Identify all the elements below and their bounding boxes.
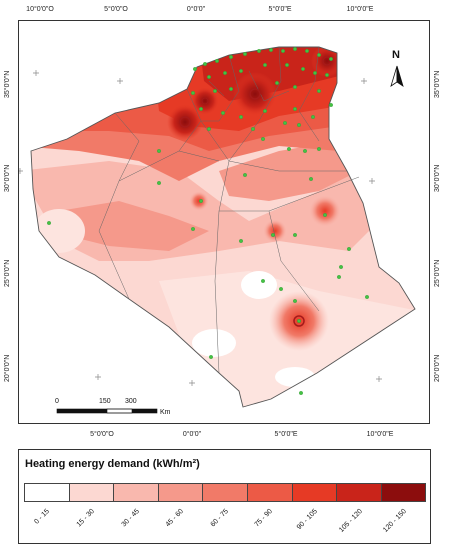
legend-swatch-label: 90 - 105: [295, 508, 319, 532]
legend-swatch-label: 60 - 75: [209, 508, 230, 529]
bottom-longitude-label: 5°0'0"O: [90, 431, 114, 438]
right-latitude-label: 35°0'0"N: [434, 70, 441, 98]
scale-tick-label: 150: [99, 398, 111, 405]
legend-swatch: [68, 483, 115, 502]
right-latitude-label: 20°0'0"N: [434, 354, 441, 382]
legend-swatch-label: 15 - 30: [75, 508, 96, 529]
scale-tick-label: 0: [55, 398, 59, 405]
hotspot-rings: [179, 56, 332, 327]
legend-swatch-label: 30 - 45: [120, 508, 141, 529]
legend-title: Heating energy demand (kWh/m²): [25, 458, 200, 470]
legend-swatch: [336, 483, 382, 502]
top-longitude-label: 10°0'0"O: [26, 6, 54, 13]
legend-swatch-label: 45 - 60: [164, 508, 186, 529]
left-latitude-label: 30°0'0"N: [4, 164, 11, 192]
bottom-longitude-label: 5°0'0"E: [274, 431, 298, 438]
map-canvas: [19, 46, 416, 414]
top-longitude-label: 5°0'0"O: [104, 6, 128, 13]
legend-swatch: [247, 483, 293, 502]
legend-swatch-label: 75 - 90: [253, 508, 275, 529]
province-boundaries: [98, 46, 360, 374]
left-latitude-label: 20°0'0"N: [4, 354, 11, 382]
top-longitude-label: 10°0'0"E: [346, 6, 374, 13]
legend-swatch: [157, 483, 204, 502]
left-latitude-label: 35°0'0"N: [4, 70, 11, 98]
left-latitude-label: 25°0'0"N: [4, 259, 11, 287]
right-latitude-label: 25°0'0"N: [434, 259, 441, 287]
top-longitude-label: 5°0'0"E: [268, 6, 292, 13]
legend-swatch: [291, 483, 338, 502]
legend-swatch-label: 105 - 120: [337, 508, 364, 534]
legend-swatch: [202, 483, 248, 502]
legend-swatch-label: 120 - 150: [382, 508, 409, 534]
legend: Heating energy demand (kWh/m²) 0 - 15 15 …: [18, 449, 431, 544]
bottom-longitude-label: 0°0'0": [182, 431, 202, 438]
scale-tick-label: 300: [125, 398, 137, 405]
legend-swatch: [24, 483, 70, 502]
north-label: N: [392, 49, 400, 61]
top-longitude-label: 0°0'0": [186, 6, 206, 13]
bottom-longitude-label: 10°0'0"E: [366, 431, 394, 438]
scale-unit-label: Km: [160, 409, 171, 416]
right-latitude-label: 30°0'0"N: [434, 164, 441, 192]
legend-swatch: [113, 483, 159, 502]
legend-swatch: [380, 483, 427, 502]
station-markers: [47, 47, 369, 395]
map-frame: N 0 150 300 Km: [18, 20, 430, 424]
scale-bar: [56, 408, 158, 414]
legend-swatch-label: 0 - 15: [33, 508, 52, 526]
north-arrow-icon: [390, 65, 404, 87]
